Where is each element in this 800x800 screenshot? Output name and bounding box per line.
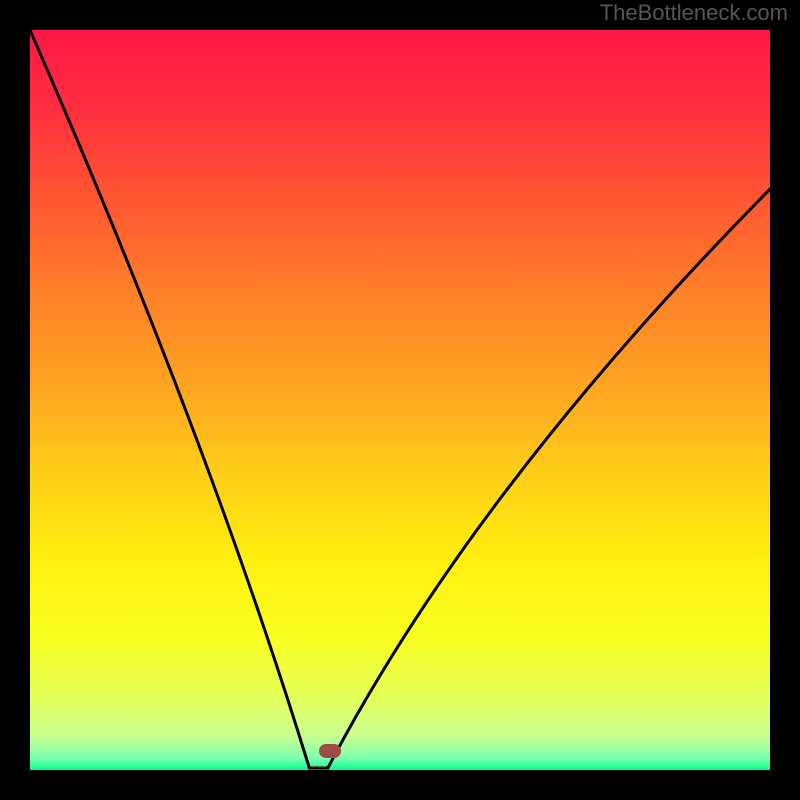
watermark-text: TheBottleneck.com	[600, 0, 788, 26]
plot-area	[30, 30, 770, 770]
optimal-point-marker	[319, 744, 341, 758]
chart-container: TheBottleneck.com	[0, 0, 800, 800]
